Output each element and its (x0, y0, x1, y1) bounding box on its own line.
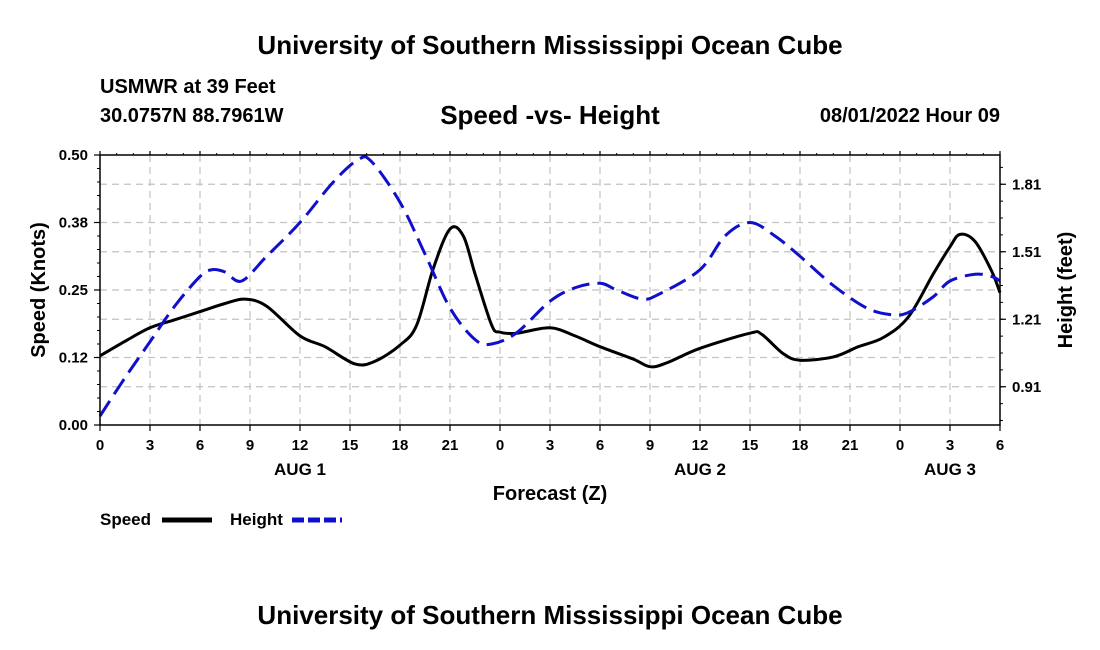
x-tick-label: 0 (496, 437, 504, 454)
y-tick-label: 0.50 (59, 147, 88, 164)
y2-tick-label: 1.81 (1012, 176, 1041, 193)
date-label: AUG 2 (674, 460, 726, 479)
x-tick-label: 3 (546, 437, 554, 454)
x-tick-label: 12 (292, 437, 309, 454)
date-label: AUG 1 (274, 460, 326, 479)
x-tick-label: 21 (842, 437, 859, 454)
series-lines (98, 155, 1002, 417)
x-tick-label: 9 (246, 437, 254, 454)
x-tick-label: 0 (896, 437, 904, 454)
forecast-datetime: 08/01/2022 Hour 09 (819, 105, 1000, 127)
footer-title: University of Southern Mississippi Ocean… (257, 600, 843, 630)
x-tick-label: 15 (342, 437, 359, 454)
x-tick-label: 3 (946, 437, 954, 454)
x-tick-label: 0 (96, 437, 104, 454)
x-tick-label: 3 (146, 437, 154, 454)
legend: Speed Height (100, 510, 342, 529)
x-tick-label: 18 (792, 437, 809, 454)
date-label: AUG 3 (924, 460, 976, 479)
legend-label-speed: Speed (100, 510, 151, 529)
y-axis-label: Speed (Knots) (28, 222, 50, 358)
axis-tick-labels: 0 3 6 9 12 15 18 21 0 3 6 9 12 15 18 21 0 3 6 AUG 1 AUG 2 AUG… (59, 147, 1041, 479)
x-tick-label: 9 (646, 437, 654, 454)
x-axis-label: Forecast (Z) (493, 483, 607, 505)
x-tick-label: 15 (742, 437, 759, 454)
y2-axis-label: Height (feet) (1055, 232, 1077, 349)
x-tick-label: 21 (442, 437, 459, 454)
x-tick-label: 6 (996, 437, 1004, 454)
series-height-line (98, 155, 1001, 417)
grid-lines (100, 155, 1000, 425)
station-label: USMWR at 39 Feet (100, 76, 276, 98)
legend-label-height: Height (230, 510, 283, 529)
y-tick-label: 0.38 (59, 215, 88, 232)
y2-tick-label: 1.21 (1012, 311, 1041, 328)
main-title: University of Southern Mississippi Ocean… (257, 30, 843, 60)
x-tick-label: 6 (596, 437, 604, 454)
y-tick-label: 0.25 (59, 282, 88, 299)
y-tick-label: 0.00 (59, 417, 88, 434)
axis-ticks (94, 151, 1006, 431)
x-tick-label: 12 (692, 437, 709, 454)
y-tick-label: 0.12 (59, 350, 88, 367)
y2-tick-label: 1.51 (1012, 244, 1041, 261)
series-speed-line (99, 225, 1002, 369)
chart-title: Speed -vs- Height (440, 100, 660, 130)
y2-tick-label: 0.91 (1012, 379, 1041, 396)
station-coordinates: 30.0757N 88.7961W (100, 105, 284, 127)
x-tick-label: 18 (392, 437, 409, 454)
x-tick-label: 6 (196, 437, 204, 454)
